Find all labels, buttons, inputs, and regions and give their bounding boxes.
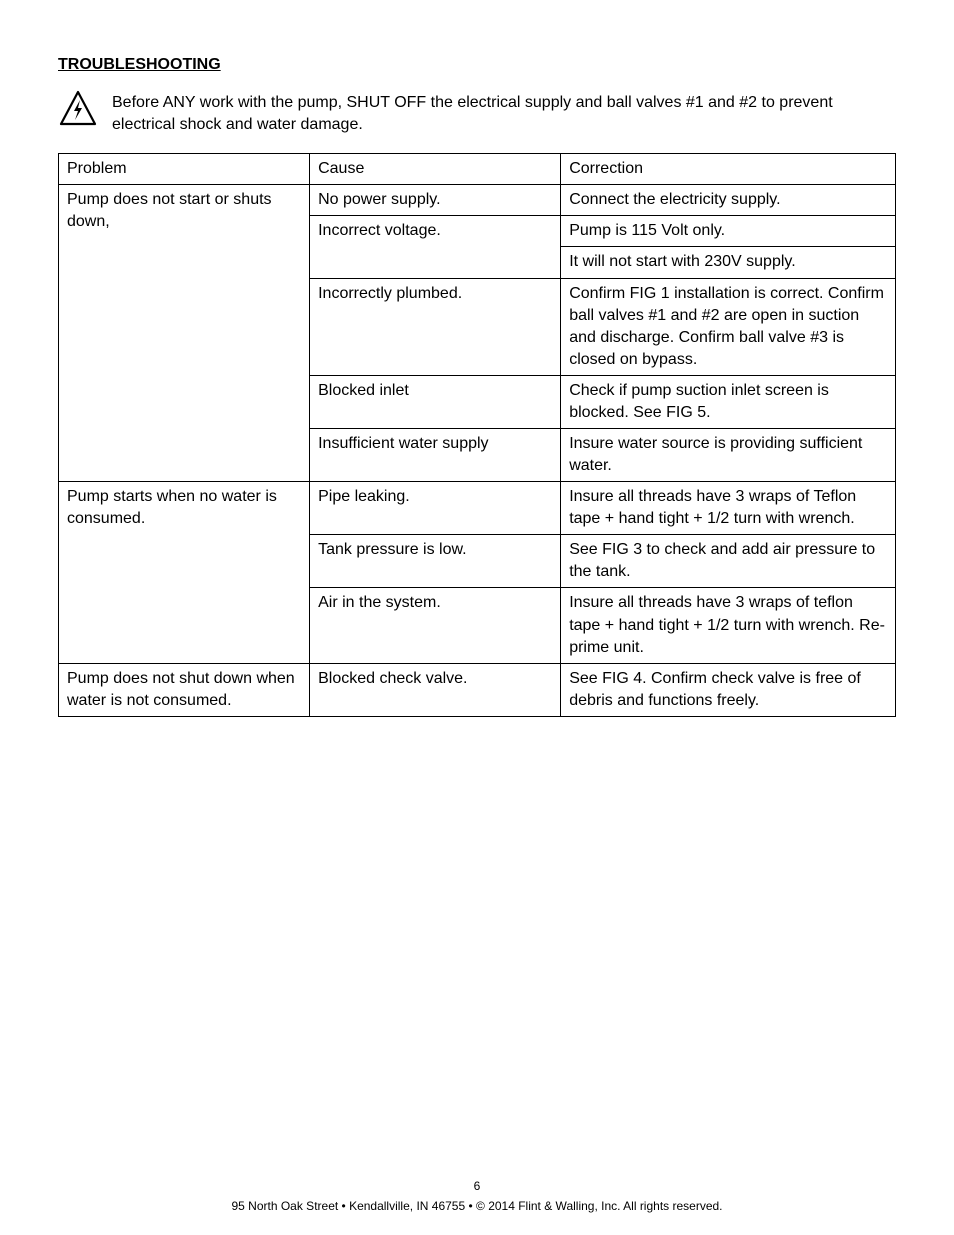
cell-problem: Pump starts when no water is consumed. [59,482,310,664]
cell-problem: Pump does not start or shuts down, [59,185,310,482]
cell-cause: Tank pressure is low. [310,535,561,588]
cell-cause: Blocked check valve. [310,663,561,716]
cell-cause: Pipe leaking. [310,482,561,535]
cell-correction: Check if pump suction inlet screen is bl… [561,375,896,428]
cell-cause: Air in the system. [310,588,561,663]
cell-correction: See FIG 4. Confirm check valve is free o… [561,663,896,716]
warning-block: Before ANY work with the pump, SHUT OFF … [58,92,896,135]
section-title: TROUBLESHOOTING [58,56,896,74]
cell-correction: Insure all threads have 3 wraps of teflo… [561,588,896,663]
cell-correction: See FIG 3 to check and add air pressure … [561,535,896,588]
cell-correction: Connect the electricity supply. [561,185,896,216]
footer-copyright: 95 North Oak Street • Kendallville, IN 4… [0,1199,954,1213]
electrical-hazard-icon [58,90,98,133]
cell-cause: Incorrectly plumbed. [310,278,561,375]
cell-correction: Pump is 115 Volt only. [561,216,896,247]
table-row: Pump does not start or shuts down, No po… [59,185,896,216]
page-number: 6 [0,1179,954,1193]
troubleshooting-table: Problem Cause Correction Pump does not s… [58,153,896,717]
warning-text: Before ANY work with the pump, SHUT OFF … [112,92,896,135]
cell-correction: Confirm FIG 1 installation is correct. C… [561,278,896,375]
table-header-row: Problem Cause Correction [59,154,896,185]
cell-correction: Insure all threads have 3 wraps of Teflo… [561,482,896,535]
cell-correction: Insure water source is providing suffici… [561,428,896,481]
table-row: Pump does not shut down when water is no… [59,663,896,716]
cell-cause: No power supply. [310,185,561,216]
table-row: Pump starts when no water is consumed. P… [59,482,896,535]
cell-correction: It will not start with 230V supply. [561,247,896,278]
page-footer: 6 95 North Oak Street • Kendallville, IN… [0,1179,954,1213]
cell-cause: Blocked inlet [310,375,561,428]
header-cause: Cause [310,154,561,185]
cell-cause: Incorrect voltage. [310,216,561,278]
header-correction: Correction [561,154,896,185]
header-problem: Problem [59,154,310,185]
cell-problem: Pump does not shut down when water is no… [59,663,310,716]
cell-cause: Insufficient water supply [310,428,561,481]
